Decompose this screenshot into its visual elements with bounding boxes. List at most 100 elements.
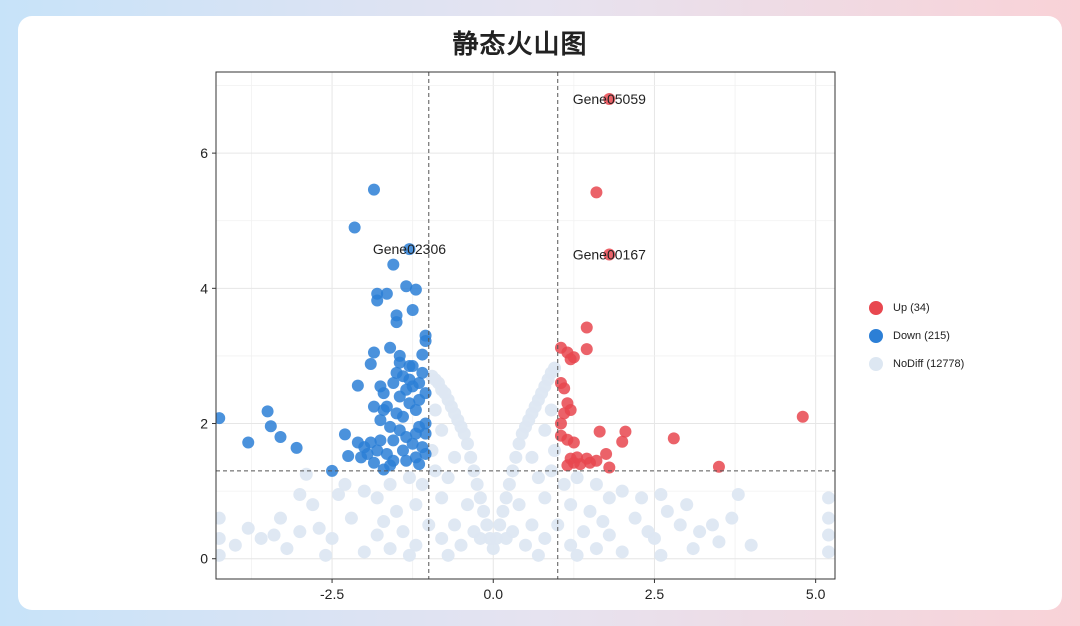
down-point <box>367 456 380 469</box>
down-point <box>403 397 416 410</box>
up-point <box>554 417 567 430</box>
nodiff-point <box>496 504 510 518</box>
nodiff-point <box>441 548 455 562</box>
nodiff-point <box>680 498 694 512</box>
nodiff-point <box>216 511 226 525</box>
nodiff-point <box>557 477 571 491</box>
nodiff-point <box>273 511 287 525</box>
nodiff-point <box>577 525 591 539</box>
legend-item: Up (34) <box>869 294 964 322</box>
nodiff-point <box>673 518 687 532</box>
up-point <box>567 351 580 364</box>
nodiff-point <box>525 450 539 464</box>
legend-label: Up (34) <box>893 302 930 314</box>
gene-annotation: Gene05059 <box>573 91 646 107</box>
down-point <box>403 243 416 256</box>
down-point <box>387 454 400 467</box>
nodiff-point <box>493 518 507 532</box>
nodiff-point <box>686 542 700 556</box>
nodiff-point <box>564 498 578 512</box>
down-point <box>413 376 426 389</box>
nodiff-point <box>615 545 629 559</box>
nodiff-point <box>402 548 416 562</box>
nodiff-point <box>228 538 242 552</box>
nodiff-point <box>477 504 491 518</box>
nodiff-point <box>293 488 307 501</box>
nodiff-point <box>422 518 436 532</box>
down-point <box>400 383 413 396</box>
y-tick-label: 0 <box>200 551 208 567</box>
down-point <box>374 414 387 427</box>
down-point <box>380 287 393 300</box>
nodiff-point <box>654 488 668 501</box>
down-point <box>419 427 432 440</box>
nodiff-point <box>531 471 545 485</box>
plot-frame <box>215 71 836 580</box>
nodiff-point <box>377 515 391 529</box>
down-point <box>387 376 400 389</box>
nodiff-point <box>216 548 226 562</box>
nodiff-point <box>357 545 371 559</box>
legend-swatch <box>869 329 883 343</box>
legend-item: NoDiff (12778) <box>869 350 964 378</box>
nodiff-point <box>660 504 674 518</box>
nodiff-point <box>319 548 333 562</box>
nodiff-point <box>544 403 558 417</box>
down-point <box>409 283 422 296</box>
volcano-plot: -2.5 0.0 2.5 5.0 0 2 4 6 Gene05059 Gene00167 Gene0… <box>200 71 836 602</box>
up-point <box>590 454 603 467</box>
nodiff-point <box>254 531 268 545</box>
down-point <box>290 441 303 454</box>
down-point <box>374 380 387 393</box>
nodiff-point <box>344 511 358 525</box>
nodiff-point <box>370 491 384 505</box>
down-point <box>364 358 377 371</box>
up-point <box>603 461 616 474</box>
nodiff-point <box>409 538 423 552</box>
up-point <box>590 186 603 199</box>
nodiff-point <box>544 464 558 478</box>
up-point <box>796 410 809 423</box>
nodiff-point <box>332 488 346 501</box>
nodiff-point <box>460 437 474 451</box>
down-point <box>374 434 387 447</box>
nodiff-point <box>583 504 597 518</box>
down-point <box>406 303 419 316</box>
nodiff-point <box>589 477 603 491</box>
nodiff-point <box>486 542 500 556</box>
nodiff-point <box>502 477 516 491</box>
down-point <box>393 356 406 369</box>
legend-item: Down (215) <box>869 322 964 350</box>
down-point <box>419 417 432 430</box>
gene-annotation: Gene00167 <box>573 247 646 263</box>
nodiff-point <box>531 548 545 562</box>
nodiff-point <box>628 511 642 525</box>
down-point <box>274 431 287 444</box>
down-point <box>400 454 413 467</box>
down-point <box>384 341 397 354</box>
nodiff-point <box>454 538 468 552</box>
nodiff-point <box>448 518 462 532</box>
down-point <box>406 437 419 450</box>
nodiff-point <box>725 511 739 525</box>
down-point <box>361 447 374 460</box>
nodiff-point <box>448 450 462 464</box>
nodiff-point <box>299 467 313 481</box>
nodiff-point <box>506 525 520 539</box>
nodiff-point <box>615 484 629 498</box>
down-point <box>387 258 400 271</box>
y-tick-label: 2 <box>200 416 208 432</box>
down-point <box>261 405 274 418</box>
x-tick-label: -2.5 <box>320 586 344 602</box>
legend-swatch <box>869 301 883 315</box>
nodiff-point <box>822 528 835 542</box>
legend-label: NoDiff (12778) <box>893 358 965 370</box>
up-point <box>580 343 593 356</box>
nodiff-point <box>602 491 616 505</box>
nodiff-point <box>241 521 255 535</box>
points-layer <box>216 93 835 562</box>
nodiff-point <box>473 491 487 505</box>
nodiff-point <box>338 477 352 491</box>
down-point <box>342 449 355 462</box>
nodiff-point <box>390 504 404 518</box>
